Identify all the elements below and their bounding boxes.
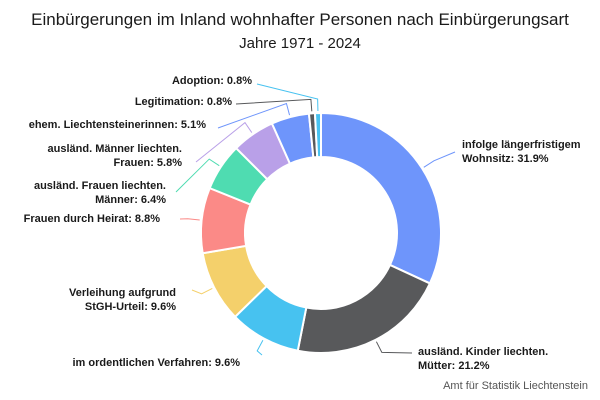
leader-line bbox=[375, 341, 413, 354]
chart-title: Einbürgerungen im Inland wohnhafter Pers… bbox=[31, 10, 569, 29]
leader-line bbox=[423, 151, 456, 168]
leader-line bbox=[179, 218, 200, 221]
chart-subtitle: Jahre 1971 - 2024 bbox=[239, 35, 361, 52]
donut-slice bbox=[296, 263, 432, 354]
slice-label: ausländ. Kinder liechten. Mütter: 21.2% bbox=[418, 346, 548, 372]
leader-line bbox=[217, 102, 291, 129]
leader-line bbox=[195, 121, 253, 163]
slice-label: im ordentlichen Verfahren: 9.6% bbox=[73, 357, 241, 369]
donut-slice bbox=[320, 111, 442, 285]
source-credit: Amt für Statistik Liechtenstein bbox=[443, 380, 588, 392]
slice-label: Adoption: 0.8% bbox=[172, 75, 252, 87]
slice-label: infolge längerfristigem Wohnsitz: 31.9% bbox=[462, 139, 581, 165]
slice-label: ausländ. Frauen liechten. Männer: 6.4% bbox=[34, 180, 166, 206]
slice-label: ehem. Liechtensteinerinnen: 5.1% bbox=[29, 119, 206, 131]
donut-slice bbox=[313, 111, 322, 159]
leader-line bbox=[175, 158, 220, 193]
leader-line bbox=[256, 340, 264, 356]
leader-line bbox=[191, 287, 213, 295]
leader-line bbox=[256, 83, 319, 112]
slice-label: ausländ. Männer liechten. Frauen: 5.8% bbox=[48, 143, 183, 169]
leader-line bbox=[235, 98, 313, 112]
slice-label: Legitimation: 0.8% bbox=[135, 96, 232, 108]
slice-label: Frauen durch Heirat: 8.8% bbox=[24, 213, 161, 225]
slice-label: Verleihung aufgrund StGH-Urteil: 9.6% bbox=[69, 287, 176, 313]
